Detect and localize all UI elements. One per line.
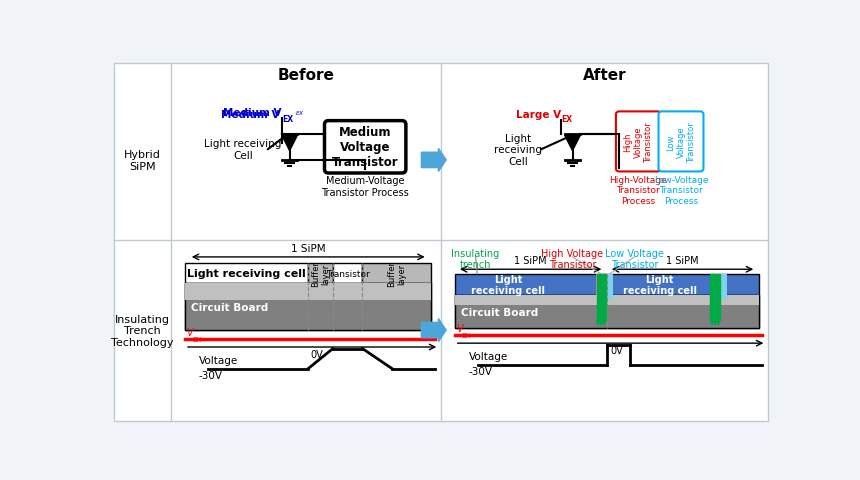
Text: Buffer
layer: Buffer layer xyxy=(310,261,330,287)
Bar xyxy=(606,274,759,296)
Text: Buffer
layer: Buffer layer xyxy=(387,261,407,287)
Bar xyxy=(455,296,759,305)
Text: Circuit Board: Circuit Board xyxy=(461,307,538,317)
Bar xyxy=(455,274,606,296)
Polygon shape xyxy=(603,274,605,320)
Bar xyxy=(606,274,613,300)
Text: 1 SiPM: 1 SiPM xyxy=(291,243,326,253)
Text: 1 SiPM: 1 SiPM xyxy=(666,256,699,266)
Polygon shape xyxy=(716,274,720,320)
Polygon shape xyxy=(599,274,603,320)
Text: High
Voltage
Transistor: High Voltage Transistor xyxy=(624,122,654,162)
Polygon shape xyxy=(599,320,603,325)
Polygon shape xyxy=(710,274,714,320)
Text: 1 SiPM: 1 SiPM xyxy=(514,256,547,266)
Text: High Voltage
Transistor: High Voltage Transistor xyxy=(542,248,604,270)
Polygon shape xyxy=(597,274,599,320)
Text: Light
receiving
Cell: Light receiving Cell xyxy=(494,133,543,167)
Text: EX: EX xyxy=(562,115,573,124)
Text: Insulating
trench: Insulating trench xyxy=(452,248,500,270)
Text: Light
receiving cell: Light receiving cell xyxy=(471,274,545,296)
Text: $_{EX}$: $_{EX}$ xyxy=(295,108,304,118)
Text: Large V: Large V xyxy=(516,110,561,120)
Text: After: After xyxy=(582,68,626,83)
Text: Light receiving cell: Light receiving cell xyxy=(187,268,306,278)
Text: 0V: 0V xyxy=(310,349,323,360)
FancyArrow shape xyxy=(421,319,446,342)
Text: V: V xyxy=(187,327,194,337)
Text: Low
Voltage
Transistor: Low Voltage Transistor xyxy=(666,122,696,162)
Text: Voltage: Voltage xyxy=(469,351,508,361)
Polygon shape xyxy=(716,320,720,325)
Text: Medium
Voltage
Transistor: Medium Voltage Transistor xyxy=(331,126,398,169)
Text: EX: EX xyxy=(192,336,201,343)
Polygon shape xyxy=(714,320,716,325)
Polygon shape xyxy=(714,274,716,320)
Bar xyxy=(185,264,308,284)
Text: Light
receiving cell: Light receiving cell xyxy=(623,274,697,296)
Polygon shape xyxy=(710,320,714,325)
Text: Medium V: Medium V xyxy=(221,110,280,120)
Bar xyxy=(308,264,333,284)
Text: Low-Voltage
Transistor
Process: Low-Voltage Transistor Process xyxy=(654,176,709,205)
FancyBboxPatch shape xyxy=(324,121,406,174)
Bar xyxy=(455,296,759,328)
Text: V: V xyxy=(457,324,463,334)
FancyArrow shape xyxy=(421,149,446,172)
Text: 0V: 0V xyxy=(611,346,624,356)
Text: Medium V: Medium V xyxy=(224,108,282,118)
Text: EX: EX xyxy=(462,333,470,339)
Bar xyxy=(185,284,432,330)
Text: Medium-Voltage
Transistor Process: Medium-Voltage Transistor Process xyxy=(321,176,408,197)
Bar xyxy=(596,274,606,296)
Text: Voltage: Voltage xyxy=(199,355,238,365)
Text: Circuit Board: Circuit Board xyxy=(191,302,268,312)
Polygon shape xyxy=(603,320,605,325)
Polygon shape xyxy=(282,136,298,151)
Text: EX: EX xyxy=(283,115,294,124)
Text: High-Voltage
Transistor
Process: High-Voltage Transistor Process xyxy=(610,176,667,205)
Bar xyxy=(333,264,362,284)
FancyBboxPatch shape xyxy=(659,112,703,172)
Bar xyxy=(721,274,727,300)
Polygon shape xyxy=(597,320,599,325)
Bar xyxy=(185,284,432,300)
Text: Before: Before xyxy=(278,68,335,83)
Bar xyxy=(710,274,721,296)
Bar xyxy=(455,296,759,328)
Polygon shape xyxy=(565,136,580,151)
Text: Hybrid
SiPM: Hybrid SiPM xyxy=(124,150,161,171)
Text: Light receiving
Cell: Light receiving Cell xyxy=(205,139,282,161)
Bar xyxy=(185,284,432,330)
FancyBboxPatch shape xyxy=(616,112,660,172)
Text: -30V: -30V xyxy=(469,367,493,376)
Text: Transistor: Transistor xyxy=(326,269,370,278)
Text: Insulating
Trench
Technology: Insulating Trench Technology xyxy=(111,314,174,348)
Bar xyxy=(362,264,432,284)
Text: Low Voltage
Transistor: Low Voltage Transistor xyxy=(605,248,664,270)
Text: -30V: -30V xyxy=(199,371,223,380)
